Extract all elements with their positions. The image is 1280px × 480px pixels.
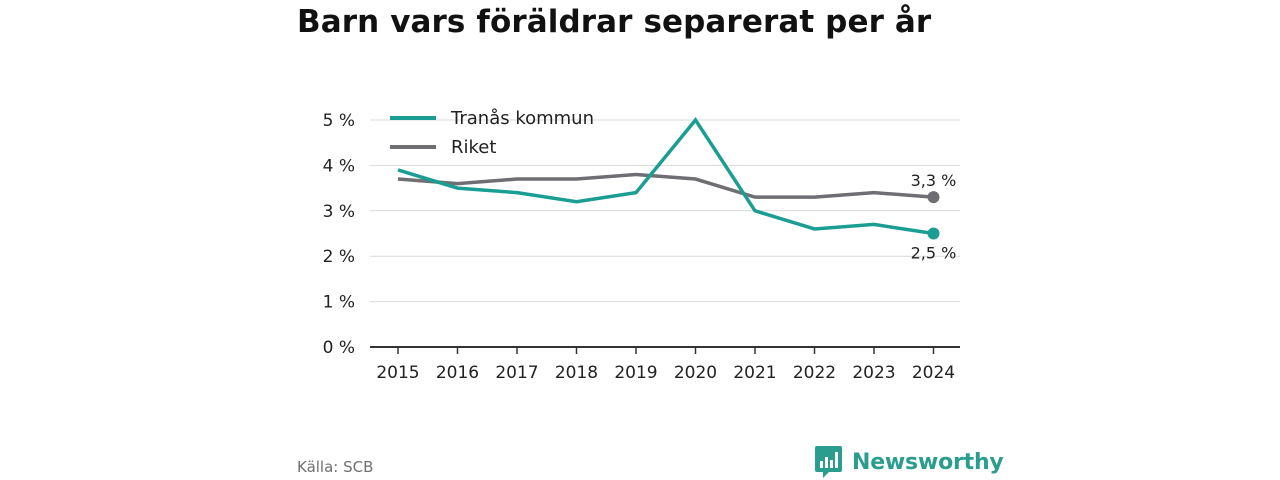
y-tick-label: 1 %: [323, 293, 355, 313]
line-chart: 2015 2016 2017 2018 2019 2020 2021 2022 2023 2024…: [323, 108, 960, 383]
series-line: [397, 172, 934, 199]
x-tick-label: 2018: [555, 363, 598, 383]
series-end-marker: [927, 191, 940, 204]
y-axis: 0 % 1 % 2 % 3 % 4 % 5 %: [323, 111, 355, 358]
x-tick-label: 2016: [436, 363, 479, 383]
y-tick-label: 2 %: [323, 247, 355, 267]
grid: [370, 119, 960, 303]
brand-name: Newsworthy: [852, 449, 1004, 475]
end-value-label: 3,3 %: [911, 171, 957, 190]
series-end-marker: [927, 227, 940, 240]
y-tick-label: 5 %: [323, 111, 355, 131]
x-tick-label: 2021: [733, 363, 776, 383]
x-tick-label: 2017: [495, 363, 538, 383]
end-value-label: 2,5 %: [911, 244, 957, 263]
legend-label: Riket: [451, 137, 496, 158]
x-tick-label: 2023: [852, 363, 895, 383]
y-tick-label: 4 %: [323, 156, 355, 176]
x-tick-label: 2019: [614, 363, 657, 383]
series-lines: 2,5 % 3,3 %: [397, 117, 957, 263]
x-tick-label: 2022: [793, 363, 836, 383]
x-tick-label: 2015: [376, 363, 419, 383]
source-note: Källa: SCB: [297, 458, 374, 476]
x-tick-label: 2020: [674, 363, 717, 383]
chart-title: Barn vars föräldrar separerat per år: [297, 4, 932, 40]
legend-label: Tranås kommun: [450, 108, 594, 129]
y-tick-label: 0 %: [323, 338, 355, 358]
bar-chart-speech-bubble-icon: [815, 446, 842, 478]
x-tick-label: 2024: [912, 363, 955, 383]
legend: Tranås kommun Riket: [390, 108, 594, 158]
x-axis: 2015 2016 2017 2018 2019 2020 2021 2022 2023 2024: [370, 346, 960, 383]
brand-logo: Newsworthy: [815, 446, 1004, 478]
y-tick-label: 3 %: [323, 202, 355, 222]
series-line: [397, 117, 934, 236]
